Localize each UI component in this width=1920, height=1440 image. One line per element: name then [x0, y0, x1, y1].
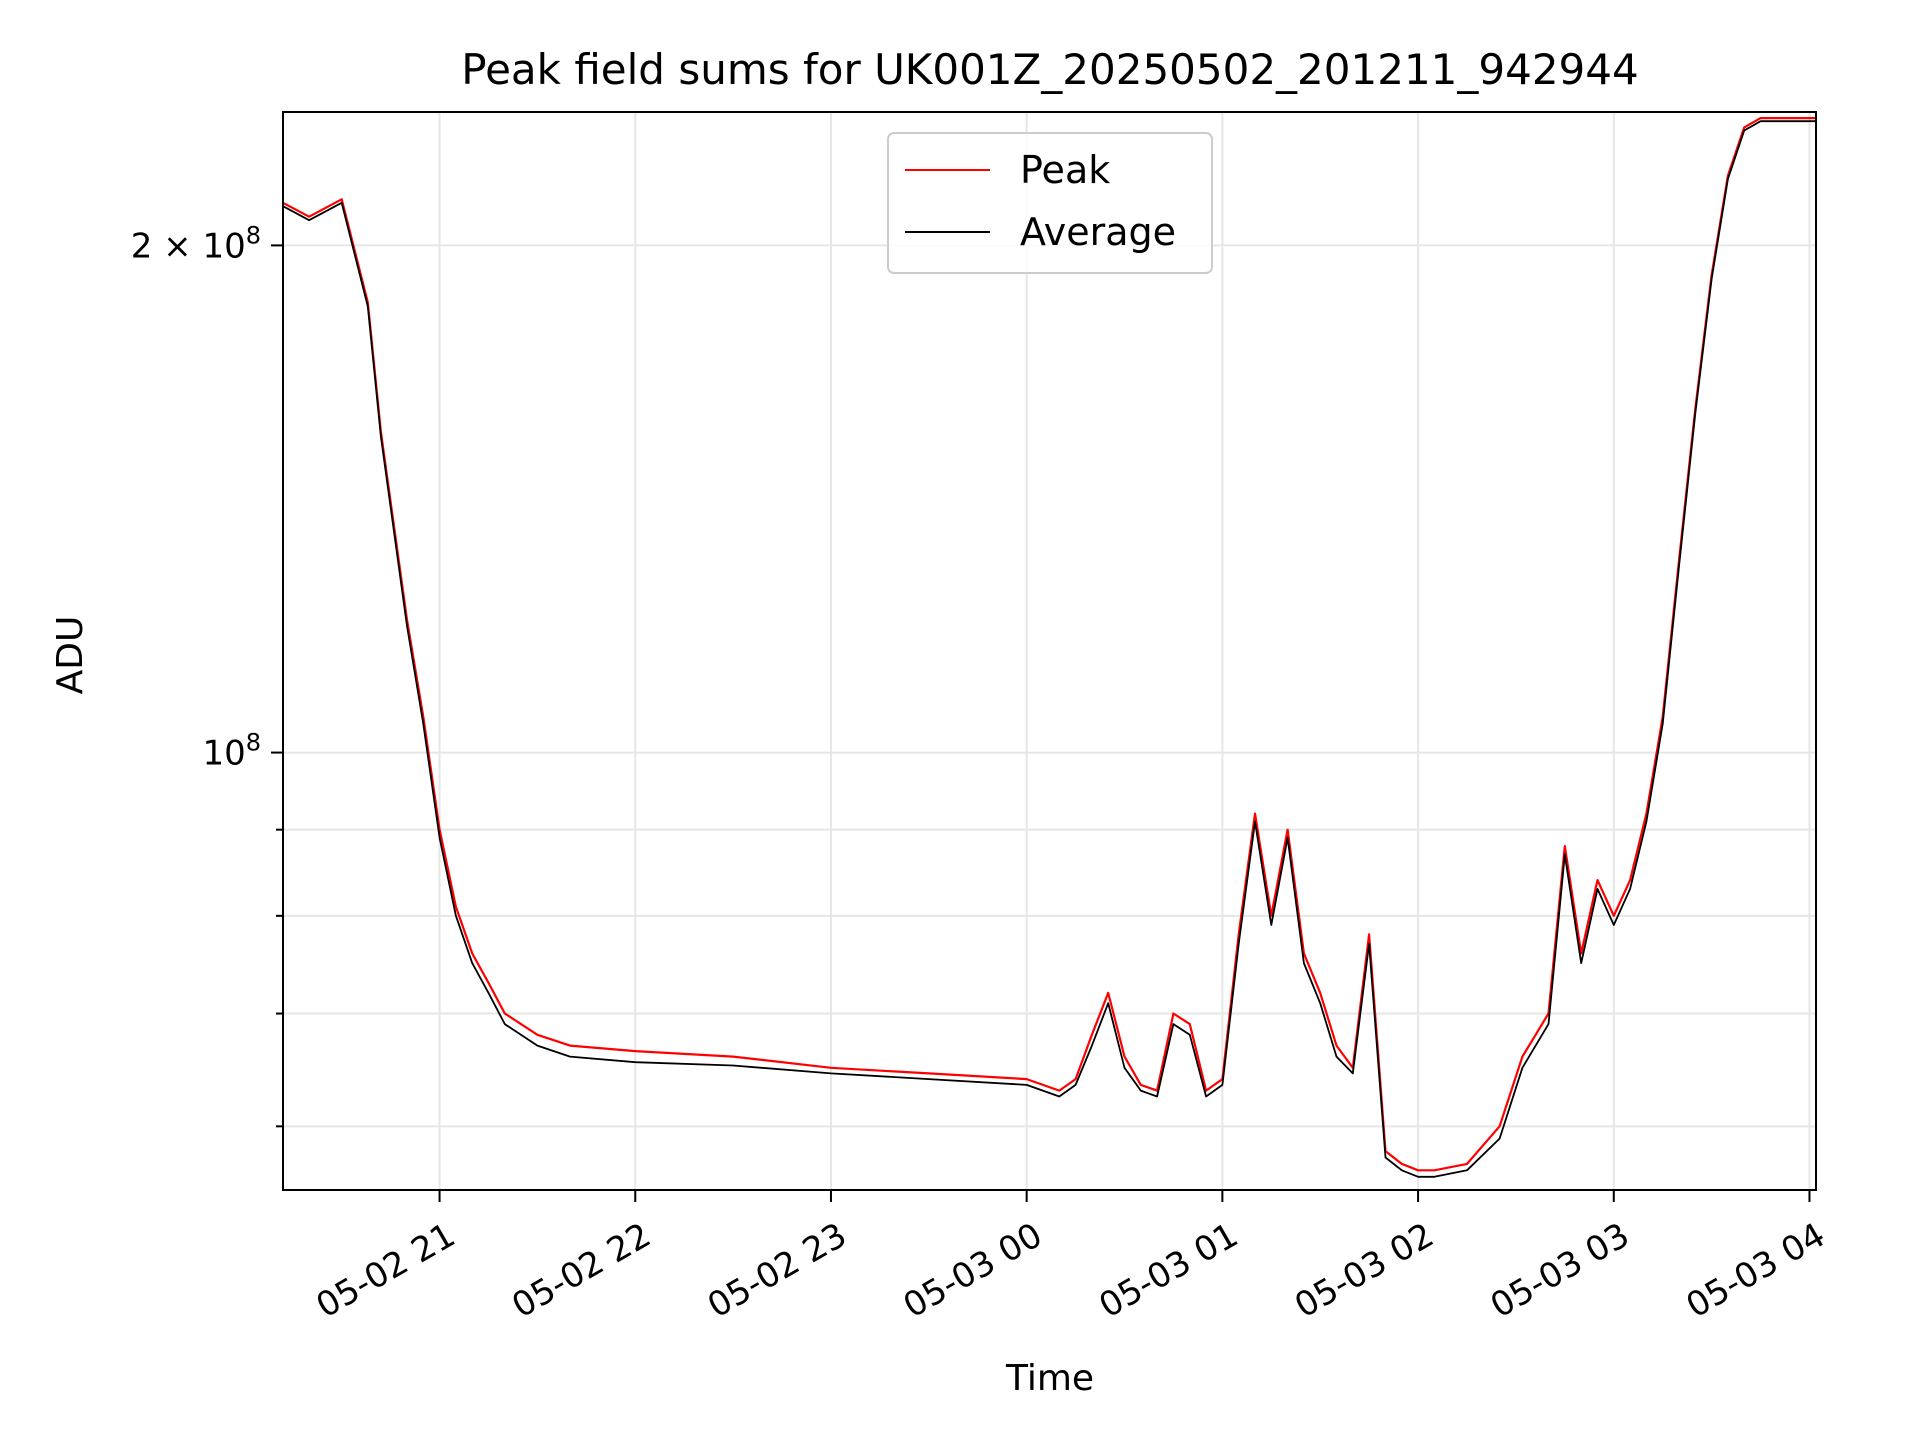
y-axis-ticks: 2 × 108 108: [131, 221, 283, 1128]
legend-peak-label: Peak: [1020, 148, 1110, 192]
x-tick-label: 05-03 02: [1288, 1215, 1440, 1326]
series-line-peak: [282, 116, 1816, 1172]
x-tick-label: 05-03 03: [1484, 1215, 1636, 1326]
x-tick-label: 05-03 04: [1680, 1215, 1832, 1326]
legend-box: [887, 132, 1213, 274]
legend: Peak Average: [887, 132, 1213, 274]
y-axis-label: ADU: [50, 616, 91, 695]
series-layer: [282, 116, 1816, 1178]
x-axis-label: Time: [1005, 1358, 1094, 1399]
x-tick-label: 05-03 00: [897, 1215, 1049, 1326]
x-tick-label: 05-02 23: [701, 1215, 853, 1326]
chart-title: Peak field sums for UK001Z_20250502_2012…: [461, 45, 1638, 94]
x-tick-label: 05-02 22: [505, 1215, 657, 1326]
legend-average-label: Average: [1020, 210, 1176, 254]
y-tick-label: 108: [202, 729, 261, 774]
x-axis-ticks: 05-02 21 05-02 22 05-02 23 05-03 00 05-03 01…: [310, 1190, 1832, 1326]
series-line-average: [282, 120, 1816, 1178]
y-tick-label: 2 × 108: [131, 221, 261, 266]
plot-area-frame: [282, 111, 1817, 1191]
x-tick-label: 05-02 21: [310, 1215, 462, 1326]
x-tick-label: 05-03 01: [1092, 1215, 1244, 1326]
